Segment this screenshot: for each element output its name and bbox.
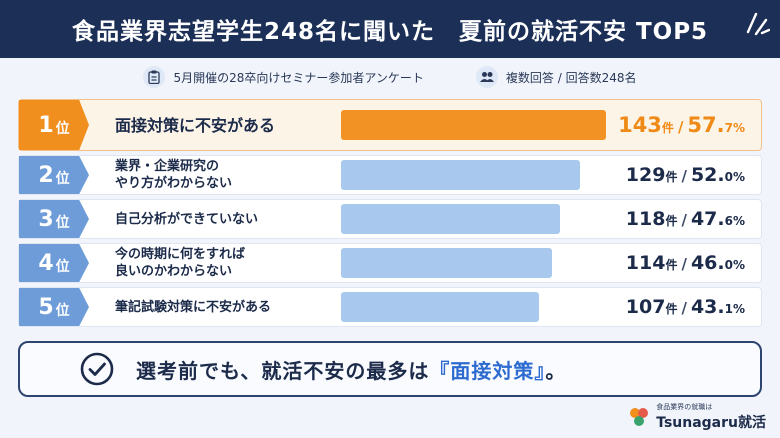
ranking-row: 5 位 筆記試験対策に不安がある 107件/43.1% <box>18 287 762 327</box>
percent-tail: 1% <box>724 302 745 316</box>
count-unit: 件 <box>665 214 678 228</box>
bar-track <box>341 100 611 150</box>
percent-tail: 0% <box>724 258 745 272</box>
survey-meta: 5月開催の28卒向けセミナー参加者アンケート 複数回答 / 回答数248名 <box>0 64 780 90</box>
logo-subtitle: 食品業界の就職は <box>656 403 713 411</box>
share-bar <box>341 248 552 278</box>
ranking-row: 2 位業界・企業研究の やり方がわからない 129件/52.0% <box>18 155 762 195</box>
check-circle-icon <box>80 352 114 386</box>
count-value: 143 <box>618 113 662 137</box>
row-label-line: 面接対策に不安がある <box>115 115 276 135</box>
row-label-line: 自己分析ができていない <box>115 211 259 227</box>
row-value: 143件/57.7% <box>611 113 761 137</box>
bar-track <box>341 288 611 326</box>
rank-number: 1 <box>38 112 54 138</box>
value-separator: / <box>681 211 687 229</box>
bar-track <box>341 244 611 282</box>
value-separator: / <box>681 167 687 185</box>
callout-box: 選考前でも、就活不安の最多は『面接対策』。 <box>18 341 762 397</box>
survey-info: 5月開催の28卒向けセミナー参加者アンケート <box>143 66 424 88</box>
ranking-row: 1 位 面接対策に不安がある 143件/57.7% <box>18 99 762 151</box>
rank-unit: 位 <box>55 171 70 187</box>
rank-unit: 位 <box>55 259 70 275</box>
people-icon <box>475 66 498 88</box>
ranking-row: 3 位 自己分析ができていない 118件/47.6% <box>18 199 762 239</box>
logo-name: Tsunagaru就活 <box>656 415 766 431</box>
rank-unit: 位 <box>55 303 70 319</box>
rank-unit: 位 <box>55 215 70 231</box>
rank-number: 5 <box>38 294 54 320</box>
value-separator: / <box>677 118 684 136</box>
survey-label: 5月開催の28卒向けセミナー参加者アンケート <box>173 70 424 85</box>
share-bar <box>341 160 580 190</box>
count-unit: 件 <box>665 258 678 272</box>
row-label-line: 筆記試験対策に不安がある <box>115 299 272 315</box>
count-unit: 件 <box>665 170 678 184</box>
count-value: 129 <box>625 164 666 186</box>
count-unit: 件 <box>661 121 674 135</box>
percent-tail: 6% <box>724 214 745 228</box>
share-bar <box>341 292 539 322</box>
row-value: 129件/52.0% <box>611 164 761 186</box>
rank-unit: 位 <box>55 121 70 137</box>
response-info: 複数回答 / 回答数248名 <box>475 66 637 88</box>
percent-value: 46. <box>690 252 725 274</box>
percent-value: 57. <box>687 113 725 137</box>
rank-number: 4 <box>38 250 54 276</box>
count-value: 107 <box>625 296 666 318</box>
clipboard-icon <box>143 66 166 88</box>
row-value: 107件/43.1% <box>611 296 761 318</box>
value-separator: / <box>681 299 687 317</box>
logo-mark-icon <box>630 408 649 426</box>
callout-before: 選考前でも、就活不安の最多は <box>136 358 430 383</box>
response-label: 複数回答 / 回答数248名 <box>505 70 637 85</box>
value-separator: / <box>681 255 687 273</box>
brand-logo: 食品業界の就職は Tsunagaru就活 <box>627 402 766 432</box>
count-value: 114 <box>625 252 666 274</box>
row-label-line: 今の時期に何をすれば <box>115 247 246 262</box>
percent-value: 52. <box>690 164 725 186</box>
share-bar <box>341 204 560 234</box>
percent-value: 47. <box>690 208 725 230</box>
count-value: 118 <box>625 208 666 230</box>
row-label-line: 良いのかわからない <box>115 264 233 279</box>
rank-number: 2 <box>38 162 54 188</box>
callout-after: 。 <box>545 358 567 383</box>
row-value: 118件/47.6% <box>611 208 761 230</box>
callout-text: 選考前でも、就活不安の最多は『面接対策』。 <box>136 355 566 384</box>
rank-number: 3 <box>38 206 54 232</box>
share-bar <box>341 110 606 140</box>
bar-track <box>341 156 611 194</box>
callout-highlight: 『面接対策』 <box>429 358 546 383</box>
ranking-list: 1 位面接対策に不安がある 143件/57.7% 2 位業界・企業研究の やり方がわからな… <box>18 99 762 331</box>
row-label: 業界・企業研究の やり方がわからない <box>89 158 341 192</box>
percent-tail: 0% <box>724 170 745 184</box>
count-unit: 件 <box>665 302 678 316</box>
sparkle-icon <box>746 12 770 36</box>
percent-value: 43. <box>690 296 725 318</box>
row-label: 自己分析ができていない <box>89 211 341 228</box>
row-label-line: 業界・企業研究の <box>115 159 220 174</box>
ranking-row: 4 位今の時期に何をすれば 良いのかわからない 114件/46.0% <box>18 243 762 283</box>
row-label: 今の時期に何をすれば 良いのかわからない <box>89 246 341 280</box>
page-header: 食品業界志望学生248名に聞いた 夏前の就活不安 TOP5 <box>0 0 780 58</box>
bar-track <box>341 200 611 238</box>
row-label: 筆記試験対策に不安がある <box>89 299 341 316</box>
percent-tail: 7% <box>724 121 745 135</box>
row-label-line: やり方がわからない <box>115 176 233 191</box>
page-title: 食品業界志望学生248名に聞いた 夏前の就活不安 TOP5 <box>71 19 709 45</box>
row-label: 面接対策に不安がある <box>89 117 341 134</box>
row-value: 114件/46.0% <box>611 252 761 274</box>
